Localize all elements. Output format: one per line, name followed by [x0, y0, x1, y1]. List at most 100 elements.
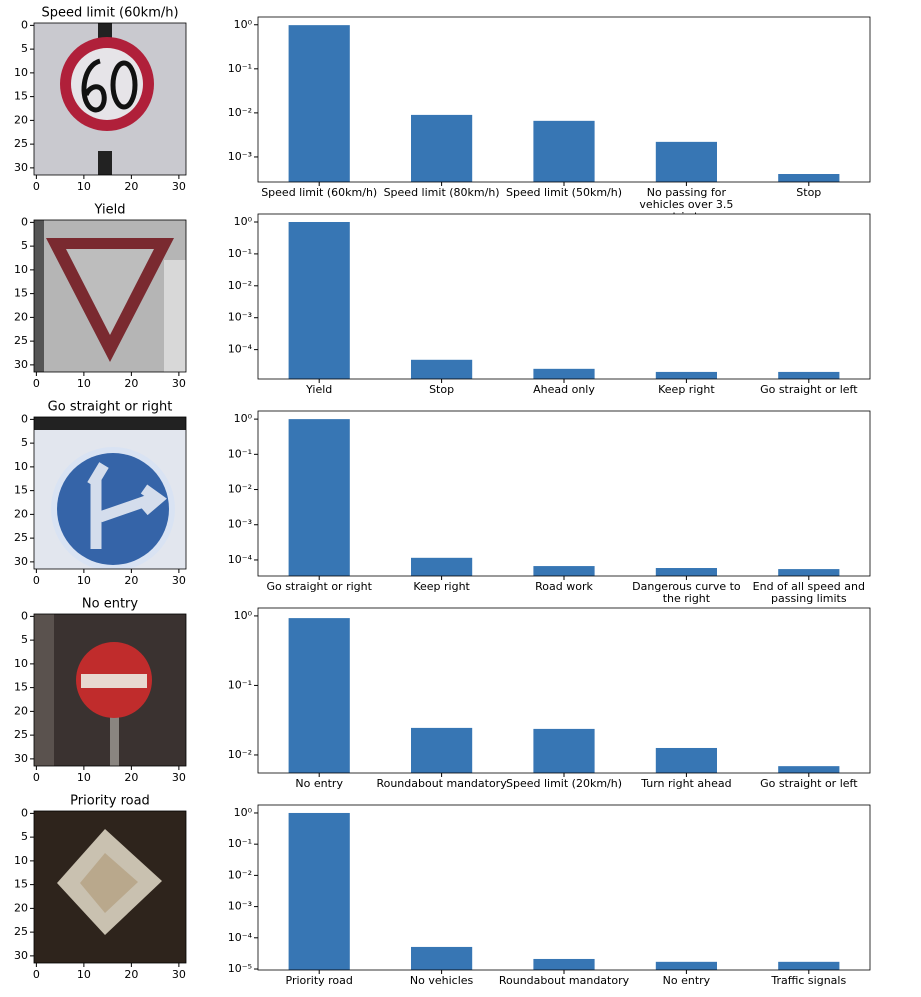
image-frame [33, 613, 187, 767]
bar [778, 766, 840, 773]
bar [288, 419, 350, 576]
y-tick-label: 10⁻³ [228, 900, 252, 913]
y-tick-label: 10⁻³ [228, 150, 252, 163]
bar [411, 359, 473, 379]
axes-background [258, 214, 870, 379]
x-tick-label: 10 [77, 771, 91, 784]
y-tick-label: 10⁻³ [228, 311, 252, 324]
y-tick-label: 5 [21, 239, 28, 252]
bar [533, 728, 595, 773]
x-tick-label: Speed limit (20km/h) [506, 777, 622, 790]
x-tick-label: Keep right [413, 580, 470, 593]
bar [778, 569, 840, 576]
y-tick-label: 5 [21, 633, 28, 646]
bar [778, 174, 840, 182]
y-tick-label: 10⁻⁴ [228, 931, 253, 944]
y-tick-label: 10⁻² [228, 279, 252, 292]
y-tick-label: 30 [14, 358, 28, 371]
bar [411, 946, 473, 970]
y-tick-label: 20 [14, 113, 28, 126]
bar [288, 812, 350, 970]
x-tick-label: Roundabout mandatory [499, 974, 630, 987]
image-title: Go straight or right [48, 400, 173, 415]
y-tick-label: 20 [14, 704, 28, 717]
image-title: Speed limit (60km/h) [41, 6, 178, 21]
y-tick-label: 10⁻¹ [228, 837, 252, 850]
bar [778, 371, 840, 379]
image-title: No entry [82, 597, 138, 612]
y-tick-label: 10⁻¹ [228, 678, 252, 691]
bar [655, 371, 717, 379]
image-frame [33, 22, 187, 176]
y-tick-label: 10 [14, 854, 28, 867]
x-tick-label: Speed limit (60km/h) [261, 186, 377, 199]
y-tick-label: 20 [14, 507, 28, 520]
y-tick-label: 30 [14, 949, 28, 962]
x-tick-label: No vehicles [410, 974, 474, 987]
y-tick-label: 15 [14, 484, 28, 497]
sign-image [34, 417, 186, 569]
bar [778, 961, 840, 970]
sign-image [34, 23, 186, 175]
x-tick-label: 20 [124, 968, 138, 981]
x-tick-label: No entry [295, 777, 343, 790]
x-tick-label: 0 [33, 968, 40, 981]
y-tick-label: 20 [14, 901, 28, 914]
y-tick-label: 25 [14, 925, 28, 938]
y-tick-label: 10⁻² [228, 483, 252, 496]
x-tick-label: 30 [172, 771, 186, 784]
x-tick-label: Traffic signals [770, 974, 846, 987]
y-tick-label: 10⁻¹ [228, 447, 252, 460]
x-tick-label: Stop [429, 383, 454, 396]
x-tick-label: 20 [124, 377, 138, 390]
y-tick-label: 20 [14, 310, 28, 323]
bar [288, 25, 350, 182]
y-tick-label: 10⁻² [228, 868, 252, 881]
y-tick-label: 10 [14, 263, 28, 276]
y-tick-label: 10⁻² [228, 748, 252, 761]
x-tick-label: 0 [33, 574, 40, 587]
sign-image [34, 614, 186, 766]
x-tick-label: Priority road [286, 974, 353, 987]
x-tick-label: 30 [172, 377, 186, 390]
x-tick-label: 0 [33, 771, 40, 784]
image-frame [33, 810, 187, 964]
bar [288, 618, 350, 773]
y-tick-label: 30 [14, 161, 28, 174]
y-tick-label: 10 [14, 460, 28, 473]
x-tick-label: 20 [124, 574, 138, 587]
x-tick-label: 30 [172, 574, 186, 587]
x-tick-label: 30 [172, 968, 186, 981]
sign-image [34, 220, 186, 372]
y-tick-label: 0 [21, 18, 28, 31]
y-tick-label: 15 [14, 287, 28, 300]
sign-image [34, 811, 186, 963]
bar [411, 557, 473, 576]
x-tick-label: Road work [535, 580, 593, 593]
y-tick-label: 10⁻³ [228, 518, 252, 531]
y-tick-label: 5 [21, 42, 28, 55]
x-tick-label: 0 [33, 377, 40, 390]
axes-frame [257, 213, 871, 380]
image-title: Yield [94, 203, 126, 218]
x-tick-label: 0 [33, 180, 40, 193]
y-tick-label: 0 [21, 412, 28, 425]
x-tick-label: Go straight or right [266, 580, 372, 593]
x-tick-label: Go straight or left [760, 383, 858, 396]
bar [288, 221, 350, 379]
y-tick-label: 10⁻⁴ [228, 343, 253, 356]
y-tick-label: 10⁻⁴ [228, 553, 253, 566]
bar [533, 368, 595, 379]
y-tick-label: 15 [14, 681, 28, 694]
x-tick-label: 10 [77, 377, 91, 390]
y-tick-label: 10 [14, 657, 28, 670]
axes-background [258, 805, 870, 970]
bar [533, 958, 595, 970]
y-tick-label: 10⁻¹ [228, 62, 252, 75]
x-tick-label: End of all speed and passing limits [753, 580, 865, 605]
x-tick-label: Turn right ahead [640, 777, 731, 790]
y-tick-label: 10⁰ [234, 215, 253, 228]
bar [655, 568, 717, 576]
bar [411, 114, 473, 182]
